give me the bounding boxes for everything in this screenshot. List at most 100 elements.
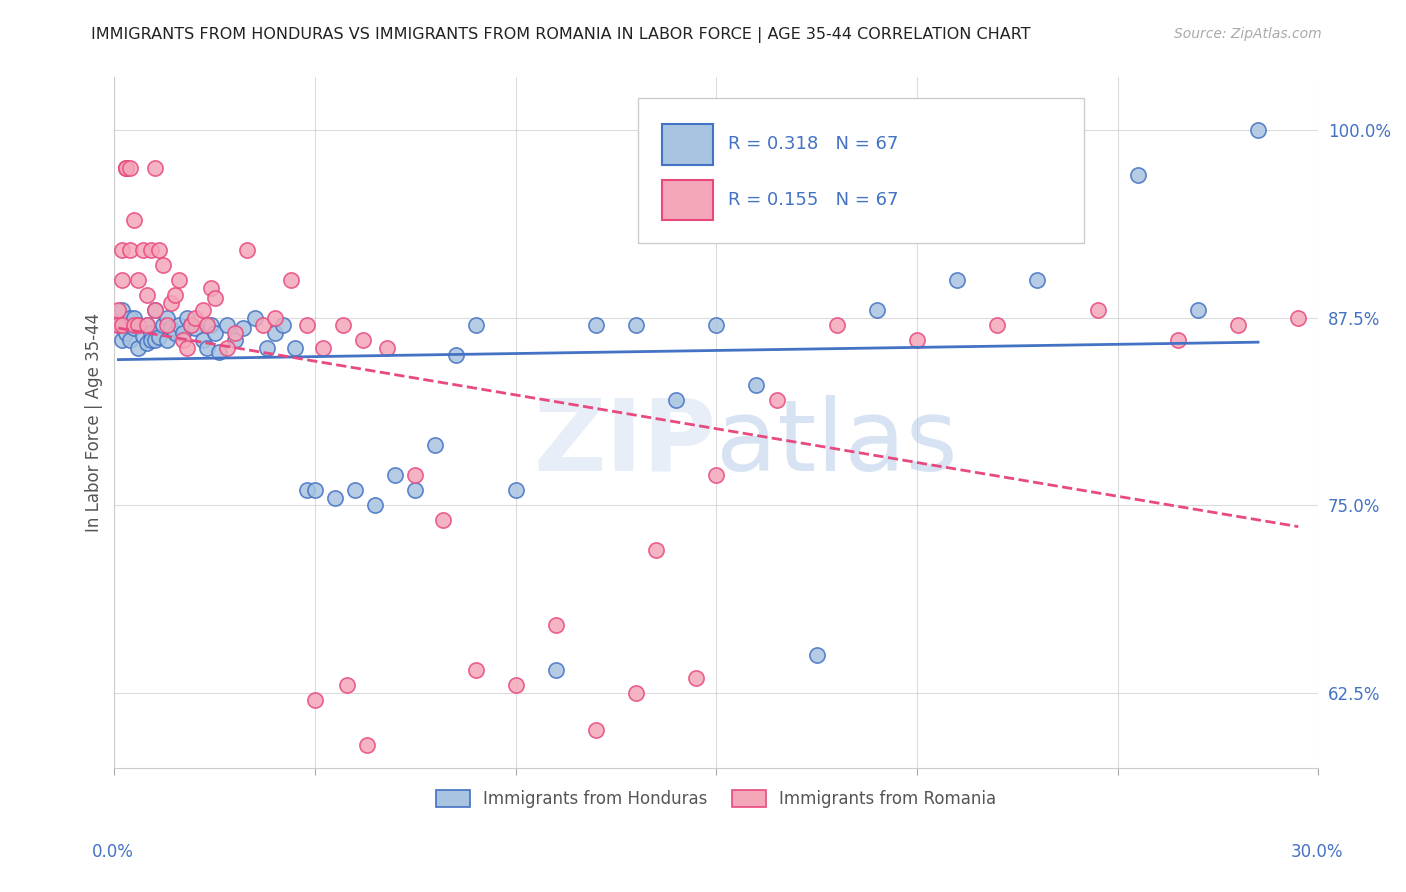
Point [163,288,186,302]
Point [585,318,607,332]
Point [191,303,214,318]
Point [115,161,138,175]
Point [986,318,1008,332]
Point [352,333,374,347]
Point [375,341,398,355]
FancyBboxPatch shape [662,179,713,220]
Point [1247,123,1270,137]
Point [252,318,274,332]
Point [176,341,198,355]
Point [124,213,146,227]
Text: R = 0.155   N = 67: R = 0.155 N = 67 [728,192,898,210]
Point [120,161,142,175]
Point [905,333,928,347]
Point [148,330,170,344]
Point [404,468,426,483]
Point [208,345,231,359]
Point [111,243,134,257]
Point [115,326,138,340]
Point [295,483,318,498]
Point [115,318,138,332]
Point [1167,333,1189,347]
Point [232,321,254,335]
Point [384,468,406,483]
Text: ZIP: ZIP [533,395,716,491]
Point [323,491,346,505]
Point [364,498,387,512]
Point [645,543,668,558]
Point [825,318,848,332]
Point [806,648,828,663]
Point [200,280,222,294]
Point [107,303,129,318]
Point [115,161,138,175]
Point [392,798,415,813]
Point [107,318,129,332]
Point [280,273,302,287]
Point [1087,303,1109,318]
Point [264,326,287,340]
Point [115,161,138,175]
Point [159,321,181,335]
Point [120,318,142,332]
Point [135,318,157,332]
Point [243,310,266,325]
Point [111,318,134,332]
Point [148,243,170,257]
Point [107,318,129,332]
Point [505,678,527,692]
Text: Source: ZipAtlas.com: Source: ZipAtlas.com [1174,27,1322,41]
Point [143,161,166,175]
FancyBboxPatch shape [662,124,713,165]
Point [127,273,149,287]
Point [946,273,969,287]
Point [155,318,177,332]
Point [284,341,307,355]
Point [295,318,318,332]
Point [505,483,527,498]
Point [464,664,486,678]
Point [344,483,367,498]
Point [304,483,326,498]
Point [180,318,202,332]
Point [200,318,222,332]
Point [143,333,166,347]
FancyBboxPatch shape [638,98,1084,244]
Point [127,341,149,355]
Point [155,310,177,325]
Point [167,318,190,332]
Point [152,258,174,272]
Text: 30.0%: 30.0% [1291,843,1343,861]
Point [1286,310,1309,325]
Point [215,318,238,332]
Point [765,393,787,408]
Point [464,318,486,332]
Point [1187,303,1209,318]
Point [271,318,294,332]
Point [191,333,214,347]
Point [195,318,218,332]
Point [432,513,454,527]
Point [312,341,335,355]
Point [172,326,194,340]
Point [135,318,157,332]
Point [135,336,157,351]
Point [155,333,177,347]
Point [131,328,153,343]
Point [544,618,567,632]
Point [866,303,889,318]
Point [172,333,194,347]
Point [356,739,378,753]
Point [256,341,278,355]
Point [111,333,134,347]
Text: IMMIGRANTS FROM HONDURAS VS IMMIGRANTS FROM ROMANIA IN LABOR FORCE | AGE 35-44 C: IMMIGRANTS FROM HONDURAS VS IMMIGRANTS F… [91,27,1031,43]
Point [120,310,142,325]
Point [152,318,174,332]
Point [585,723,607,738]
Point [139,326,162,340]
Point [159,295,181,310]
Point [425,438,447,452]
Point [745,378,768,392]
Point [111,273,134,287]
Point [1227,318,1250,332]
